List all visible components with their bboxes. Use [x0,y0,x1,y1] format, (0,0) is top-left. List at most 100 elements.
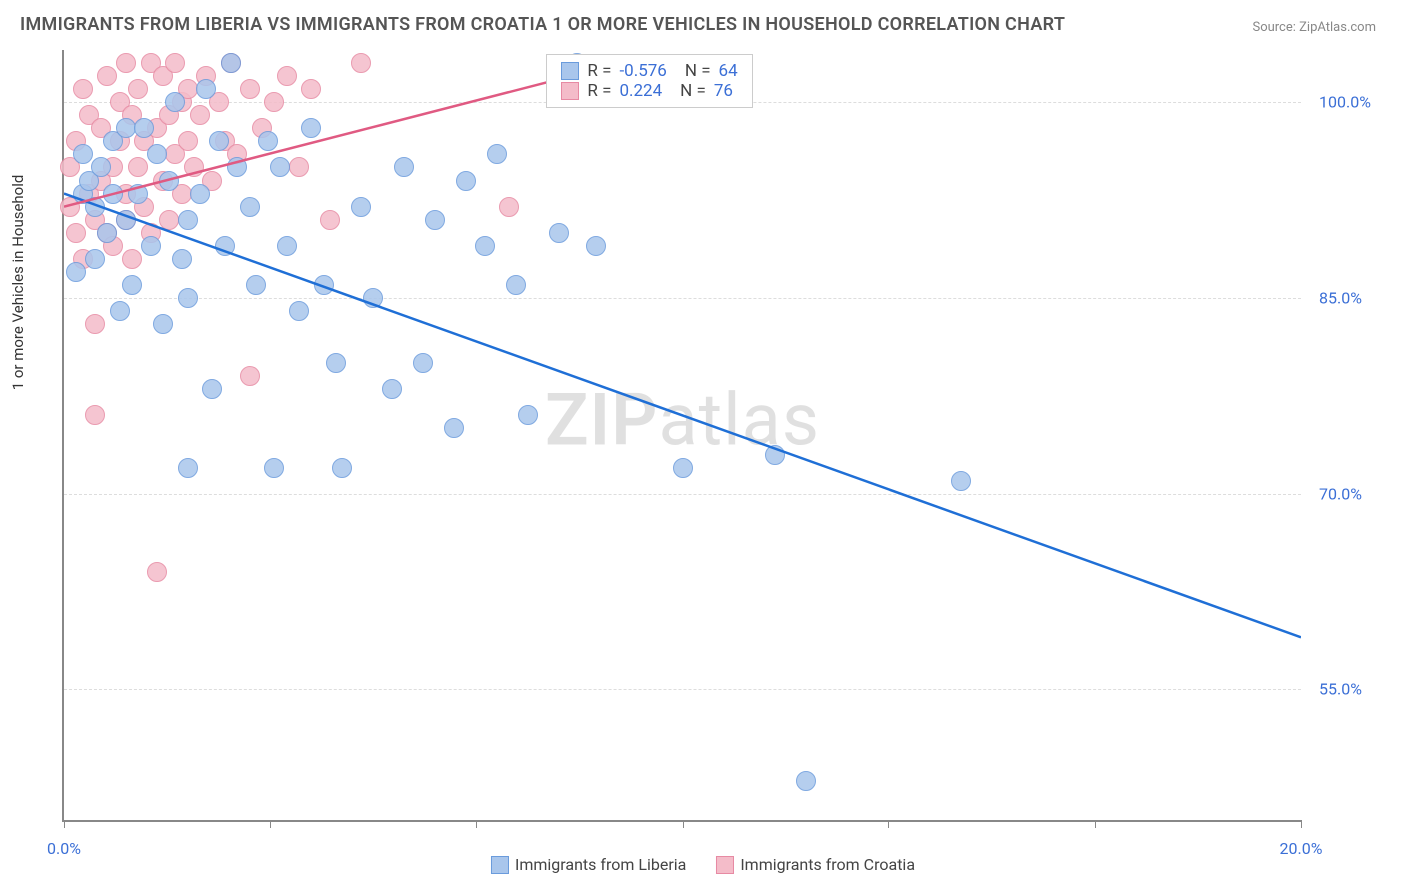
legend-swatch-icon [561,82,579,100]
scatter-point [444,418,464,438]
stat-r-value: 0.224 [619,81,662,101]
scatter-point [172,249,192,269]
gridline [64,298,1301,299]
scatter-point [165,53,185,73]
scatter-point [141,236,161,256]
x-tick [683,820,684,828]
scatter-point [184,157,204,177]
y-axis-label: 1 or more Vehicles in Household [9,175,27,391]
x-tick [64,820,65,828]
source-label: Source: ZipAtlas.com [1252,20,1376,35]
scatter-point [240,197,260,217]
y-tick-label: 85.0% [1319,288,1362,307]
scatter-point [147,562,167,582]
scatter-point [97,223,117,243]
legend-item: Immigrants from Croatia [716,855,915,874]
scatter-point [314,275,334,295]
x-tick [476,820,477,828]
legend-swatch-icon [561,62,579,80]
stat-n-label: N = [685,61,711,81]
stat-r-value: -0.576 [619,61,666,81]
scatter-point [320,210,340,230]
scatter-point [178,210,198,230]
scatter-point [202,379,222,399]
scatter-point [159,171,179,191]
scatter-point [116,53,136,73]
scatter-point [382,379,402,399]
scatter-point [85,314,105,334]
scatter-point [413,353,433,373]
scatter-point [475,236,495,256]
scatter-point [227,157,247,177]
scatter-point [97,66,117,86]
gridline [64,689,1301,690]
scatter-point [506,275,526,295]
scatter-point [277,66,297,86]
chart-title: IMMIGRANTS FROM LIBERIA VS IMMIGRANTS FR… [20,14,1065,35]
stats-legend: R = -0.576 N = 64R = 0.224N = 76 [546,54,752,108]
scatter-point [363,288,383,308]
trend-lines [64,50,1301,820]
scatter-point [264,92,284,112]
legend-swatch-icon [491,856,509,874]
scatter-point [122,275,142,295]
stats-row: R = 0.224N = 76 [561,81,737,101]
scatter-point [240,79,260,99]
scatter-point [73,79,93,99]
scatter-point [499,197,519,217]
scatter-point [351,53,371,73]
scatter-point [147,144,167,164]
scatter-point [289,301,309,321]
stat-n-value: 64 [719,61,738,81]
scatter-point [240,366,260,386]
scatter-point [673,458,693,478]
scatter-point [394,157,414,177]
scatter-point [796,771,816,791]
x-tick [1095,820,1096,828]
scatter-point [178,458,198,478]
plot-area: ZIPatlas R = -0.576N = 64R = 0.224N = 76… [62,50,1301,822]
y-tick-label: 70.0% [1319,484,1362,503]
scatter-point [134,118,154,138]
scatter-point [85,405,105,425]
scatter-point [159,210,179,230]
legend-item: Immigrants from Liberia [491,855,686,874]
scatter-point [165,92,185,112]
scatter-point [332,458,352,478]
scatter-point [518,405,538,425]
scatter-point [85,249,105,269]
scatter-point [128,79,148,99]
series-legend: Immigrants from Liberia Immigrants from C… [491,855,915,874]
scatter-point [85,197,105,217]
x-tick [1301,820,1302,828]
stat-n-value: 76 [714,81,733,101]
scatter-point [190,184,210,204]
scatter-point [277,236,297,256]
scatter-point [190,105,210,125]
scatter-point [209,131,229,151]
scatter-point [264,458,284,478]
x-tick [270,820,271,828]
scatter-point [196,79,216,99]
legend-label: Immigrants from Liberia [515,855,686,874]
scatter-point [270,157,290,177]
scatter-point [765,445,785,465]
stat-r-label: R = [587,81,611,101]
scatter-point [116,210,136,230]
scatter-point [549,223,569,243]
stat-r-label: R = [587,61,611,81]
x-tick [888,820,889,828]
scatter-point [487,144,507,164]
gridline [64,494,1301,495]
scatter-point [116,118,136,138]
y-tick-label: 100.0% [1319,93,1371,112]
scatter-point [178,288,198,308]
scatter-point [586,236,606,256]
trend-line [64,194,1301,638]
scatter-point [66,223,86,243]
y-tick-label: 55.0% [1319,680,1362,699]
scatter-point [178,131,198,151]
scatter-point [215,236,235,256]
legend-label: Immigrants from Croatia [740,855,915,874]
scatter-point [66,262,86,282]
